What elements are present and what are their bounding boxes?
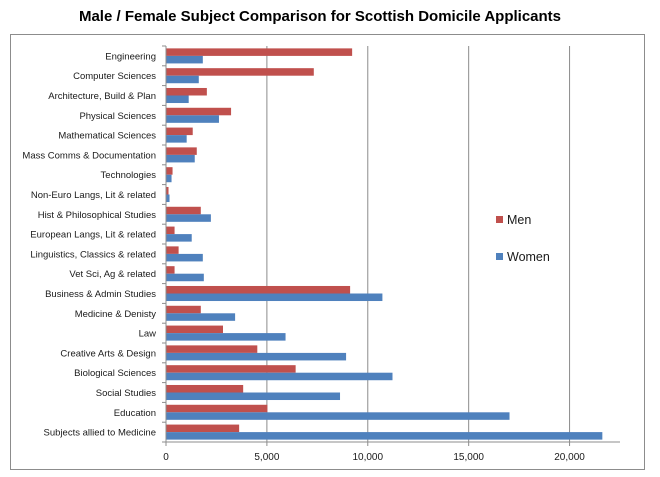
y-category-label: Business & Admin Studies xyxy=(45,289,156,300)
bar-women xyxy=(166,392,341,401)
bar-men xyxy=(166,365,296,373)
y-category-label: Mass Comms & Documentation xyxy=(22,150,156,161)
bar-men xyxy=(166,266,175,274)
bar-women xyxy=(166,154,195,163)
bar-men xyxy=(166,285,351,294)
bar-women xyxy=(166,273,204,282)
bar-women xyxy=(166,75,199,84)
legend-label-women: Women xyxy=(507,250,550,264)
y-category-label: Creative Arts & Design xyxy=(60,348,156,359)
y-category-label: Non-Euro Langs, Lit & related xyxy=(31,190,156,201)
y-category-label: Mathematical Sciences xyxy=(58,131,156,142)
x-tick-label: 20,000 xyxy=(554,452,585,463)
y-category-label: Subjects allied to Medicine xyxy=(44,428,156,439)
bar-men xyxy=(166,127,193,136)
y-category-label: Law xyxy=(139,329,157,340)
y-category-label: Architecture, Build & Plan xyxy=(48,91,156,102)
bar-women xyxy=(166,253,203,262)
bar-women xyxy=(166,372,393,381)
y-category-label: Vet Sci, Ag & related xyxy=(69,269,156,280)
bar-women xyxy=(166,135,187,143)
bar-men xyxy=(166,107,232,116)
bar-men xyxy=(166,246,179,254)
bar-women xyxy=(166,432,603,440)
bar-men xyxy=(166,147,197,155)
y-category-label: Physical Sciences xyxy=(79,111,156,122)
x-tick-label: 15,000 xyxy=(453,452,484,463)
bar-women xyxy=(166,234,192,242)
bar-women xyxy=(166,115,219,123)
y-category-label: Social Studies xyxy=(96,388,156,399)
bar-men xyxy=(166,404,268,413)
bar-men xyxy=(166,167,173,175)
y-category-label: Technologies xyxy=(101,170,157,181)
bar-men xyxy=(166,226,175,235)
y-category-label: Biological Sciences xyxy=(74,368,156,379)
legend-swatch-women xyxy=(496,253,503,260)
bar-men xyxy=(166,206,201,215)
bar-men xyxy=(166,305,201,314)
bar-women xyxy=(166,214,211,222)
y-category-label: Linguistics, Classics & related xyxy=(30,249,156,260)
x-tick-label: 10,000 xyxy=(352,452,383,463)
bar-women xyxy=(166,412,510,420)
y-category-label: European Langs, Lit & related xyxy=(30,230,156,241)
bar-men xyxy=(166,87,207,96)
chart-frame xyxy=(10,34,645,470)
bar-men xyxy=(166,424,240,433)
bar-women xyxy=(166,174,172,183)
bar-men xyxy=(166,325,223,334)
bar-men xyxy=(166,186,169,195)
bar-women xyxy=(166,194,170,203)
y-category-label: Engineering xyxy=(105,51,156,62)
bar-women xyxy=(166,55,203,64)
x-tick-label: 0 xyxy=(163,452,169,463)
bar-women xyxy=(166,333,286,341)
bar-women xyxy=(166,352,347,361)
bar-men xyxy=(166,68,314,76)
y-category-label: Computer Sciences xyxy=(73,71,156,82)
bar-men xyxy=(166,384,244,393)
y-category-label: Education xyxy=(114,408,156,419)
legend-label-men: Men xyxy=(507,213,531,227)
legend-swatch-men xyxy=(496,216,503,223)
bar-men xyxy=(166,48,353,56)
bar-women xyxy=(166,95,189,104)
bar-women xyxy=(166,293,383,302)
y-category-label: Medicine & Denisty xyxy=(75,309,157,320)
chart-title: Male / Female Subject Comparison for Sco… xyxy=(78,8,562,25)
bar-men xyxy=(166,345,258,353)
bar-women xyxy=(166,313,236,321)
x-tick-label: 5,000 xyxy=(254,452,279,463)
y-category-label: Hist & Philosophical Studies xyxy=(38,210,157,221)
